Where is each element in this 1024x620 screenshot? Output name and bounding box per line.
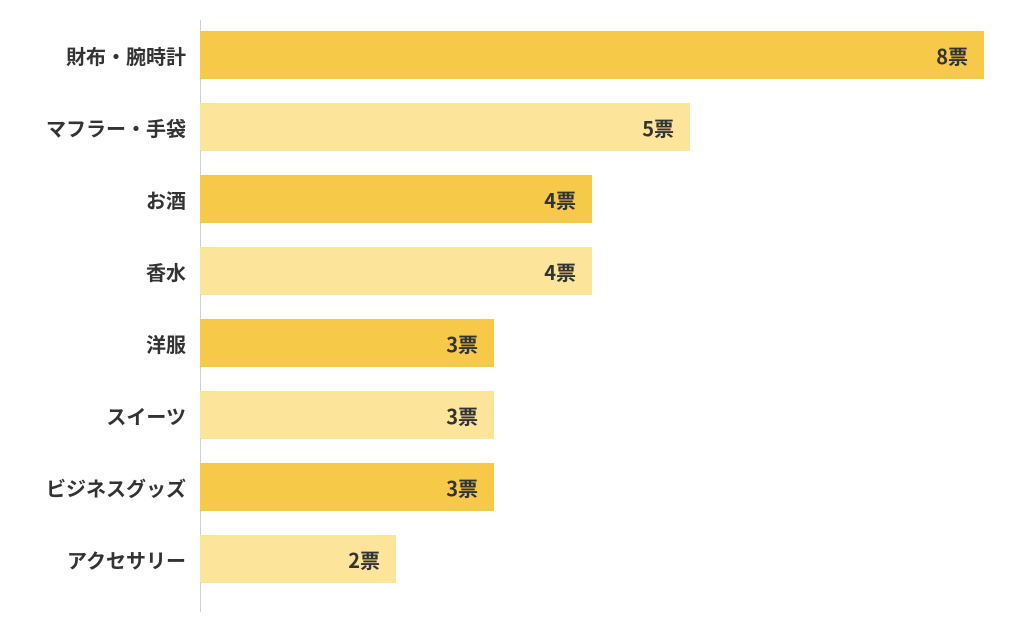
- category-label: スイーツ: [0, 401, 200, 430]
- category-label: 財布・腕時計: [0, 41, 200, 70]
- bar-track: 2票: [200, 532, 984, 586]
- bar-row: アクセサリー 2票: [0, 532, 984, 586]
- category-label: ビジネスグッズ: [0, 473, 200, 502]
- bar-row: 洋服 3票: [0, 316, 984, 370]
- bar-track: 3票: [200, 460, 984, 514]
- bar-value-label: 5票: [642, 113, 674, 142]
- category-label: マフラー・手袋: [0, 113, 200, 142]
- bar-row: マフラー・手袋 5票: [0, 100, 984, 154]
- bar-rows: 財布・腕時計8票マフラー・手袋5票お酒4票香水4票洋服3票スイーツ3票ビジネスグ…: [0, 28, 984, 586]
- bar-track: 4票: [200, 172, 984, 226]
- bar-track: 4票: [200, 244, 984, 298]
- bar: 4票: [200, 175, 592, 223]
- bar-row: 財布・腕時計 8票: [0, 28, 984, 82]
- bar-row: 香水 4票: [0, 244, 984, 298]
- category-label: アクセサリー: [0, 545, 200, 574]
- bar: 8票: [200, 31, 984, 79]
- bar-track: 8票: [200, 28, 984, 82]
- bar-value-label: 4票: [544, 257, 576, 286]
- bar-row: スイーツ 3票: [0, 388, 984, 442]
- category-label: お酒: [0, 185, 200, 214]
- bar: 3票: [200, 463, 494, 511]
- bar-row: お酒 4票: [0, 172, 984, 226]
- bar: 5票: [200, 103, 690, 151]
- bar: 3票: [200, 319, 494, 367]
- category-label: 香水: [0, 257, 200, 286]
- bar-chart: 財布・腕時計8票マフラー・手袋5票お酒4票香水4票洋服3票スイーツ3票ビジネスグ…: [0, 0, 1024, 620]
- bar-value-label: 3票: [446, 473, 478, 502]
- bar: 2票: [200, 535, 396, 583]
- bar-value-label: 3票: [446, 329, 478, 358]
- bar-value-label: 2票: [348, 545, 380, 574]
- bar-row: ビジネスグッズ 3票: [0, 460, 984, 514]
- bar-track: 3票: [200, 388, 984, 442]
- bar-track: 3票: [200, 316, 984, 370]
- bar-value-label: 4票: [544, 185, 576, 214]
- bar-track: 5票: [200, 100, 984, 154]
- category-label: 洋服: [0, 329, 200, 358]
- bar: 3票: [200, 391, 494, 439]
- bar: 4票: [200, 247, 592, 295]
- bar-value-label: 8票: [936, 41, 968, 70]
- bar-value-label: 3票: [446, 401, 478, 430]
